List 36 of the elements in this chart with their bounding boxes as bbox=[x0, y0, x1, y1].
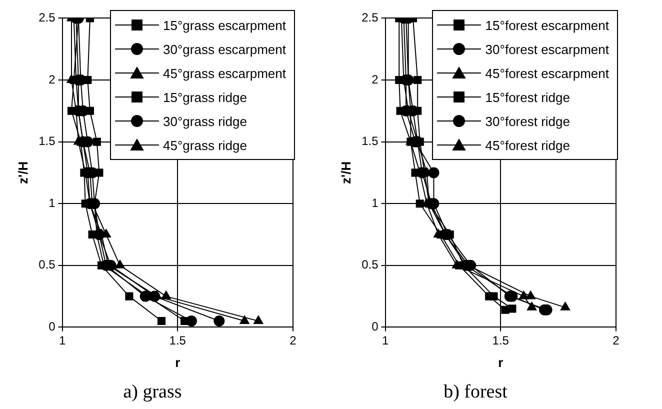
legend-label: 30°forest ridge bbox=[485, 114, 570, 128]
y-tick-label: 0.5 bbox=[362, 258, 379, 272]
y-tick-label: 1 bbox=[372, 196, 379, 210]
legend-label: 15°grass escarpment bbox=[163, 18, 286, 32]
legend-label: 30°forest escarpment bbox=[485, 42, 609, 56]
legend-label: 15°grass ridge bbox=[163, 90, 247, 104]
y-tick-label: 1.5 bbox=[362, 134, 379, 148]
legend-label: 45°grass escarpment bbox=[163, 66, 286, 80]
x-tick-label: 1.5 bbox=[492, 334, 510, 348]
legend-label: 45°forest ridge bbox=[485, 138, 570, 152]
legend-label: 45°grass ridge bbox=[163, 138, 247, 152]
text: b) forest bbox=[444, 382, 508, 403]
text: a) grass bbox=[123, 382, 182, 403]
y-tick-label: 2 bbox=[372, 72, 379, 86]
legend-label: 30°grass escarpment bbox=[163, 42, 286, 56]
x-tick-label: 1.5 bbox=[169, 334, 186, 348]
x-tick-label: 2 bbox=[612, 334, 620, 348]
x-tick-label: 2 bbox=[290, 334, 297, 348]
legend-label: 15°forest escarpment bbox=[485, 18, 609, 32]
y-tick-label: 2.5 bbox=[362, 10, 379, 25]
x-axis-title: r bbox=[498, 354, 504, 370]
legend-label: 45°forest escarpment bbox=[485, 66, 609, 80]
y-axis-title: z'/H bbox=[15, 161, 30, 184]
y-tick-label: 0 bbox=[48, 320, 56, 334]
y-tick-label: 2.5 bbox=[38, 10, 56, 25]
x-axis-title: r bbox=[175, 354, 180, 370]
y-tick-label: 0.5 bbox=[38, 258, 56, 272]
y-tick-label: 1 bbox=[48, 196, 56, 210]
y-tick-label: 2 bbox=[48, 72, 56, 86]
legend-label: 15°forest ridge bbox=[485, 90, 570, 104]
x-tick-label: 1 bbox=[382, 334, 389, 348]
x-tick-label: 1 bbox=[58, 334, 66, 348]
y-tick-label: 0 bbox=[372, 320, 379, 334]
y-tick-label: 1.5 bbox=[38, 134, 56, 148]
legend-label: 30°grass ridge bbox=[163, 114, 247, 128]
y-axis-title: z'/H bbox=[338, 161, 354, 184]
